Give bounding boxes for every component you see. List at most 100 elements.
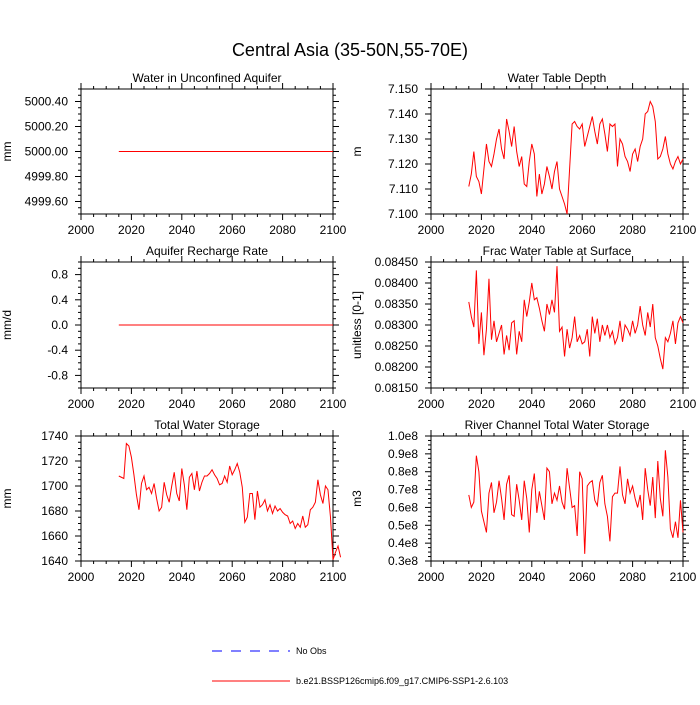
ytick-label: 0.08400 <box>375 276 419 290</box>
plot-frame-total-water-storage <box>80 435 334 562</box>
ytick-label: 1660 <box>41 529 68 543</box>
ytick-label: 7.150 <box>388 82 418 96</box>
xtick-label: 2060 <box>219 570 246 584</box>
xtick-label: 2100 <box>320 570 347 584</box>
panel-river-channel-storage: River Channel Total Water Storage m3 2000 2… <box>350 418 697 584</box>
ytick-label: 0.08450 <box>375 255 419 269</box>
page-title: Central Asia (35-50N,55-70E) <box>232 40 468 60</box>
series-line-total-water-storage <box>118 442 342 560</box>
panel-aquifer-recharge: Aquifer Recharge Rate mm/d 2000 2020 2040 206… <box>0 244 347 411</box>
xtick-label: 2060 <box>569 223 596 237</box>
ytick-label: 7.100 <box>388 207 418 221</box>
ytick-label: -0.4 <box>47 343 68 357</box>
ytick-label: 7.130 <box>388 132 418 146</box>
panel-unconfined-aquifer: Water in Unconfined Aquifer mm 2000 2020 204… <box>0 71 347 237</box>
ytick-label: 7.120 <box>388 157 418 171</box>
legend-model-label: b.e21.BSSP126cmip6.f09_g17.CMIP6-SSP1-2.… <box>296 676 508 686</box>
xtick-label: 2040 <box>518 223 545 237</box>
xtick-label: 2040 <box>518 570 545 584</box>
xtick-label: 2040 <box>168 397 195 411</box>
xtick-label: 2060 <box>219 223 246 237</box>
ytick-label: 0.8e8 <box>388 465 418 479</box>
ytick-label: 0.08300 <box>375 318 419 332</box>
ytick-label: 0.0 <box>51 318 68 332</box>
legend-obs-label: No Obs <box>296 646 327 656</box>
xtick-label: 2060 <box>569 570 596 584</box>
ytick-label: 1720 <box>41 454 68 468</box>
xtick-label: 2020 <box>468 223 495 237</box>
ytick-label: 0.5e8 <box>388 518 418 532</box>
ytick-label: 5000.40 <box>25 95 69 109</box>
legend: No Obs b.e21.BSSP126cmip6.f09_g17.CMIP6-… <box>212 646 508 686</box>
ytick-label: 0.08200 <box>375 360 419 374</box>
xtick-label: 2080 <box>619 570 646 584</box>
plot-frame-water-table-depth <box>430 88 684 215</box>
ytick-label: 0.08250 <box>375 339 419 353</box>
series-line-water-table-depth <box>468 100 684 215</box>
xtick-label: 2020 <box>468 570 495 584</box>
ytick-label: 0.08150 <box>375 381 419 395</box>
panel-total-water-storage: Total Water Storage mm 2000 2020 2040 2060 208… <box>0 418 347 584</box>
xtick-label: 2080 <box>269 397 296 411</box>
series-line-frac-water-table <box>468 266 684 370</box>
ytick-label: 0.9e8 <box>388 447 418 461</box>
xtick-label: 2080 <box>619 397 646 411</box>
ytick-label: 1700 <box>41 479 68 493</box>
panel-title-total-water-storage: Total Water Storage <box>154 418 260 432</box>
ylabel-water-table-depth: m <box>350 147 364 157</box>
xtick-label: 2020 <box>118 223 145 237</box>
xtick-label: 2060 <box>219 397 246 411</box>
ytick-label: 0.4 <box>51 293 68 307</box>
xtick-label: 2100 <box>320 397 347 411</box>
ylabel-unconfined-aquifer: mm <box>0 142 14 162</box>
ytick-label: 1.0e8 <box>388 429 418 443</box>
xtick-label: 2100 <box>670 570 697 584</box>
xtick-label: 2080 <box>269 570 296 584</box>
xtick-label: 2020 <box>118 570 145 584</box>
xtick-label: 2000 <box>68 397 95 411</box>
ytick-label: 0.4e8 <box>388 536 418 550</box>
xtick-label: 2080 <box>619 223 646 237</box>
panel-title-aquifer-recharge: Aquifer Recharge Rate <box>146 244 268 258</box>
xtick-label: 2100 <box>320 223 347 237</box>
panel-title-frac-water-table: Frac Water Table at Surface <box>483 244 632 258</box>
xtick-label: 2000 <box>68 223 95 237</box>
ytick-label: 7.110 <box>389 182 418 196</box>
ytick-label: 0.7e8 <box>388 483 418 497</box>
ylabel-total-water-storage: mm <box>0 489 14 509</box>
ytick-label: 1740 <box>41 429 68 443</box>
panel-title-river-channel-storage: River Channel Total Water Storage <box>465 418 650 432</box>
xtick-label: 2100 <box>670 223 697 237</box>
ytick-label: 1680 <box>41 504 68 518</box>
xtick-label: 2000 <box>418 397 445 411</box>
xtick-label: 2060 <box>569 397 596 411</box>
xtick-label: 2000 <box>418 223 445 237</box>
xtick-label: 2100 <box>670 397 697 411</box>
panel-title-water-table-depth: Water Table Depth <box>508 71 607 85</box>
plot-frame-frac-water-table <box>430 261 684 389</box>
ytick-label: 4999.80 <box>25 170 69 184</box>
ytick-label: 0.3e8 <box>388 554 418 568</box>
xtick-label: 2020 <box>118 397 145 411</box>
ylabel-aquifer-recharge: mm/d <box>0 310 14 340</box>
ytick-label: 5000.00 <box>25 145 69 159</box>
ylabel-frac-water-table: unitless [0-1] <box>350 291 364 359</box>
series-line-river-channel-storage <box>468 450 684 554</box>
xtick-label: 2020 <box>468 397 495 411</box>
panel-water-table-depth: Water Table Depth m 2000 2020 2040 2060 2080 21… <box>350 71 697 237</box>
xtick-label: 2080 <box>269 223 296 237</box>
xtick-label: 2040 <box>168 570 195 584</box>
panel-frac-water-table: Frac Water Table at Surface unitless [0-1… <box>350 244 697 411</box>
ytick-label: -0.8 <box>47 368 68 382</box>
ytick-label: 0.8 <box>51 268 68 282</box>
xtick-label: 2000 <box>68 570 95 584</box>
ytick-label: 0.08350 <box>375 297 419 311</box>
xtick-label: 2040 <box>518 397 545 411</box>
panel-title-unconfined-aquifer: Water in Unconfined Aquifer <box>133 71 282 85</box>
ytick-label: 7.140 <box>388 107 418 121</box>
ylabel-river-channel-storage: m3 <box>350 490 364 507</box>
ytick-label: 0.6e8 <box>388 500 418 514</box>
ytick-label: 4999.60 <box>25 195 69 209</box>
